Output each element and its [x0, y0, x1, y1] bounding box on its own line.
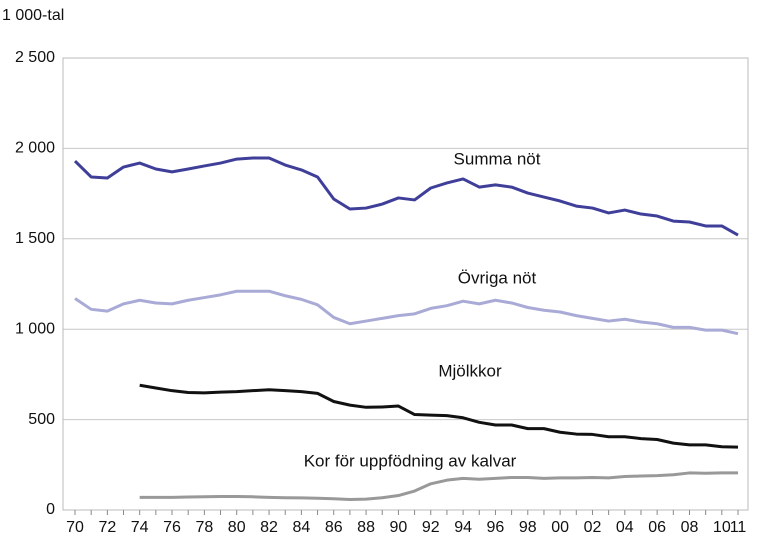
x-tick-label: 96 [487, 519, 505, 536]
series-line [74, 289, 739, 336]
x-tick-label: 90 [390, 519, 408, 536]
series-line [139, 471, 738, 502]
x-tick-label: 06 [648, 519, 666, 536]
y-axis-label: 1 000-tal [2, 7, 64, 24]
y-tick-label: 2 000 [15, 140, 55, 157]
y-tick-label: 500 [28, 411, 55, 428]
x-tick-label: 92 [422, 519, 440, 536]
x-tick-label: 82 [260, 519, 278, 536]
x-tick-label: 84 [292, 519, 310, 536]
x-tick-label: 86 [325, 519, 343, 536]
series-label: Summa nöt [454, 149, 541, 168]
series-line [73, 156, 739, 237]
x-tick-label: 04 [616, 519, 634, 536]
x-tick-label: 74 [131, 519, 149, 536]
x-tick-label: 98 [519, 519, 537, 536]
x-tick-label: 11 [730, 519, 747, 536]
x-tick-label: 10 [713, 519, 731, 536]
series-label: Övriga nöt [458, 268, 537, 287]
x-tick-label: 02 [584, 519, 602, 536]
plot-frame [62, 57, 749, 511]
x-tick-label: 76 [163, 519, 181, 536]
x-tick-label: 78 [195, 519, 213, 536]
x-tick-label: 72 [98, 519, 116, 536]
x-tick-label: 88 [357, 519, 375, 536]
y-tick-label: 2 500 [15, 49, 55, 66]
y-tick-label: 1 000 [15, 320, 55, 337]
x-tick-label: 70 [66, 519, 84, 536]
x-tick-label: 08 [681, 519, 699, 536]
series-label: Mjölkkor [438, 361, 502, 380]
y-tick-label: 0 [46, 501, 55, 518]
x-tick-label: 94 [454, 519, 472, 536]
x-tick-label: 80 [228, 519, 246, 536]
y-tick-label: 1 500 [15, 230, 55, 247]
x-tick-label: 00 [551, 519, 569, 536]
series-line [139, 383, 739, 449]
series-label: Kor för uppfödning av kalvar [304, 451, 517, 470]
